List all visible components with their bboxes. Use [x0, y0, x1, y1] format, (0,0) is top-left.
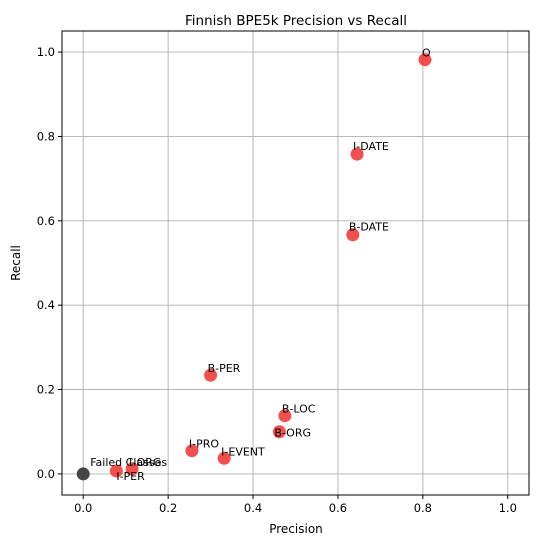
- y-tick-label: 0.4: [37, 298, 55, 312]
- point-label: I-EVENT: [221, 445, 265, 458]
- x-tick-label: 0.0: [74, 501, 92, 515]
- point-label: I-DATE: [353, 140, 389, 153]
- data-point: [185, 444, 199, 458]
- data-point: [109, 464, 123, 478]
- y-tick-label: 0.0: [37, 467, 55, 481]
- x-tick-label: 0.8: [414, 501, 432, 515]
- y-tick-label: 0.8: [37, 129, 55, 143]
- point-label: I-PER: [116, 470, 145, 483]
- data-points: [76, 53, 432, 481]
- failed-point: [76, 467, 90, 481]
- y-tick-label: 1.0: [37, 45, 55, 59]
- y-tick-label: 0.6: [37, 214, 55, 228]
- axis-ticks: 0.0 0.2 0.4 0.6 0.8 1.0 0.0 0.2 0.4 0.6 0.8 1.0: [37, 45, 517, 515]
- data-point: [350, 147, 364, 161]
- point-label: B-LOC: [282, 403, 316, 416]
- plot-frame: [61, 30, 530, 496]
- x-tick-label: 0.4: [244, 501, 262, 515]
- x-axis-label: Precision: [269, 522, 323, 536]
- grid: [62, 31, 529, 495]
- data-point: [217, 451, 231, 465]
- data-point: [418, 53, 432, 67]
- x-tick-label: 0.6: [329, 501, 347, 515]
- point-label: I-PRO: [189, 438, 219, 451]
- data-point: [125, 462, 139, 476]
- point-label: B-ORG: [274, 427, 311, 440]
- data-point: [278, 409, 292, 423]
- point-label: I-ORG: [129, 456, 161, 469]
- data-point: [272, 425, 286, 439]
- point-label: B-DATE: [349, 221, 389, 234]
- y-axis-label: Recall: [9, 245, 23, 281]
- point-label: O: [422, 47, 431, 60]
- data-point: [346, 228, 360, 242]
- point-labels: O I-DATE B-DATE B-PER B-LOC B-ORG I-PROI-EVENT…: [90, 47, 431, 483]
- point-label: B-PER: [208, 362, 241, 375]
- chart-title: Finnish BPE5k Precision vs Recall: [185, 13, 407, 29]
- y-tick-label: 0.2: [37, 383, 55, 397]
- x-tick-label: 0.2: [159, 501, 177, 515]
- data-point: [204, 368, 218, 382]
- x-tick-label: 1.0: [499, 501, 517, 515]
- failed-label: Failed Classes: [90, 456, 167, 469]
